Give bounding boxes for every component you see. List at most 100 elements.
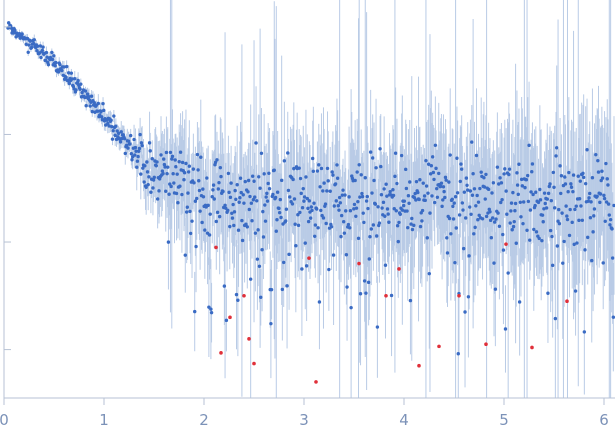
- data-point: [328, 189, 332, 193]
- data-point: [134, 149, 138, 153]
- data-point: [537, 236, 541, 241]
- data-point: [224, 318, 229, 323]
- data-point: [432, 177, 436, 182]
- data-point: [230, 216, 235, 220]
- data-point: [550, 263, 555, 268]
- data-point: [525, 228, 529, 232]
- data-point: [201, 195, 206, 199]
- data-point: [118, 140, 123, 144]
- data-point: [318, 185, 322, 189]
- data-point: [489, 236, 494, 240]
- data-point: [272, 168, 276, 172]
- data-point: [341, 219, 346, 224]
- data-point: [119, 130, 123, 134]
- data-point: [497, 224, 502, 228]
- data-point: [279, 215, 283, 220]
- data-point: [560, 211, 564, 215]
- data-point: [418, 177, 422, 182]
- data-point: [315, 207, 319, 211]
- data-point: [258, 186, 262, 190]
- data-point: [171, 172, 175, 176]
- data-point: [78, 87, 82, 91]
- data-point: [53, 64, 57, 68]
- data-point: [549, 198, 554, 203]
- data-point: [66, 79, 70, 83]
- data-point: [480, 217, 485, 221]
- data-point: [166, 165, 170, 169]
- data-point: [429, 164, 434, 168]
- data-point: [348, 208, 353, 213]
- data-point: [552, 185, 556, 190]
- x-tick-label: 1: [99, 411, 109, 429]
- data-point: [427, 271, 432, 276]
- data-point: [200, 220, 204, 225]
- data-point: [550, 234, 554, 239]
- data-point: [266, 181, 270, 186]
- data-point: [92, 101, 96, 105]
- data-point: [483, 197, 487, 201]
- data-point: [101, 101, 105, 106]
- data-point: [592, 214, 596, 218]
- data-point: [235, 183, 239, 187]
- data-point: [254, 141, 258, 145]
- data-point: [420, 208, 425, 213]
- data-point: [424, 184, 429, 188]
- data-point: [333, 182, 338, 186]
- data-point: [590, 258, 594, 263]
- data-point: [356, 236, 361, 241]
- data-point: [602, 193, 606, 198]
- data-point: [611, 315, 615, 319]
- data-point: [195, 152, 200, 157]
- data-point: [50, 57, 55, 62]
- data-point: [449, 232, 453, 236]
- data-point: [379, 193, 384, 197]
- data-point: [596, 158, 600, 163]
- y-ticks: [4, 26, 11, 351]
- data-point: [192, 181, 196, 185]
- data-point: [490, 191, 494, 195]
- data-point: [592, 207, 597, 211]
- data-point: [432, 200, 437, 205]
- data-point: [321, 216, 326, 220]
- data-point: [530, 169, 534, 174]
- data-point: [341, 188, 345, 192]
- data-point: [170, 157, 174, 161]
- data-point: [496, 211, 500, 215]
- outlier-point: [252, 361, 256, 366]
- data-point: [382, 187, 386, 191]
- data-point: [256, 228, 260, 232]
- data-point: [301, 186, 305, 191]
- data-point: [184, 161, 188, 166]
- data-point: [294, 243, 298, 248]
- data-point: [387, 220, 391, 224]
- data-point: [287, 252, 291, 257]
- data-point: [247, 207, 252, 212]
- data-point: [138, 132, 142, 137]
- data-point: [360, 194, 365, 199]
- data-point: [534, 190, 538, 194]
- data-point: [604, 161, 608, 166]
- data-point: [302, 195, 307, 199]
- data-point: [482, 185, 487, 189]
- data-point: [433, 143, 438, 147]
- data-point: [214, 219, 218, 224]
- data-point: [226, 208, 230, 213]
- data-point: [236, 228, 241, 232]
- data-point: [343, 193, 347, 197]
- data-point: [579, 204, 583, 208]
- x-ticks: 0 1 2 3 4 5 6: [0, 398, 609, 429]
- data-point: [608, 217, 613, 222]
- data-point: [215, 210, 220, 215]
- data-point: [234, 292, 239, 297]
- data-point: [589, 200, 593, 204]
- data-point: [476, 218, 480, 222]
- data-point: [381, 200, 386, 205]
- data-point: [521, 200, 526, 204]
- data-point: [39, 55, 43, 60]
- data-point: [516, 192, 520, 197]
- data-point: [430, 155, 435, 159]
- data-point: [280, 287, 285, 292]
- data-point: [532, 227, 536, 232]
- data-point: [284, 219, 288, 223]
